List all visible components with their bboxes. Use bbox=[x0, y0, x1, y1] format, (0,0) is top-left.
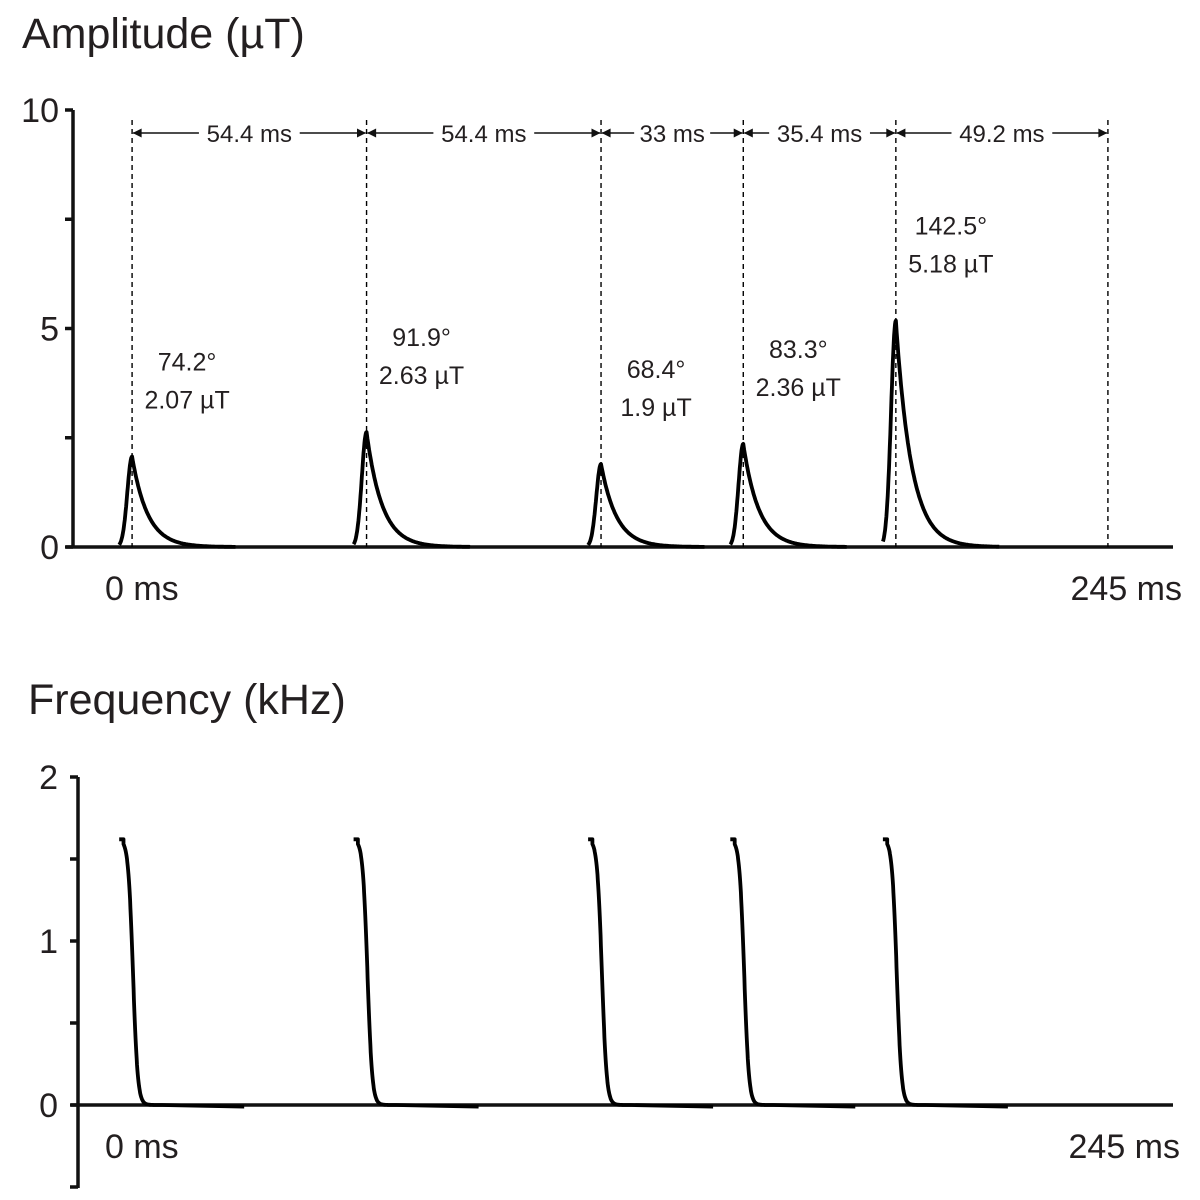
pulse-annotations: 74.2° 2.07 µT 91.9° 2.63 µT 68.4° 1.9 µT 83.3°… bbox=[144, 213, 993, 422]
amplitude-x-tick-labels: 0 ms 245 ms bbox=[105, 570, 1182, 608]
interval-3: 35.4 ms bbox=[743, 121, 896, 148]
pulse-annotation-2: 68.4° 1.9 µT bbox=[620, 356, 691, 422]
frequency-sweep-0 bbox=[119, 837, 245, 1109]
amplitude-label: 2.36 µT bbox=[756, 374, 841, 402]
frequency-panel: Frequency (kHz) 0 1 2 0 ms 245 ms bbox=[28, 676, 1180, 1189]
amplitude-label: 5.18 µT bbox=[908, 251, 993, 279]
frequency-sweep-3 bbox=[730, 837, 856, 1109]
amplitude-y-tick-label: 5 bbox=[40, 311, 59, 349]
frequency-sweep-2 bbox=[588, 837, 714, 1109]
amplitude-x-tick-label: 0 ms bbox=[105, 570, 179, 608]
flip-angle-label: 68.4° bbox=[627, 356, 686, 384]
amplitude-pulses bbox=[117, 318, 1001, 549]
amplitude-label: 2.63 µT bbox=[379, 362, 464, 390]
interval-label: 33 ms bbox=[639, 121, 704, 148]
frequency-x-tick-label: 245 ms bbox=[1069, 1128, 1181, 1166]
amplitude-pulse-0 bbox=[117, 454, 237, 549]
amplitude-label: 2.07 µT bbox=[144, 387, 229, 415]
interval-2: 33 ms bbox=[601, 121, 743, 148]
pulse-annotation-4: 142.5° 5.18 µT bbox=[908, 213, 993, 279]
frequency-y-ticks: 0 1 2 bbox=[39, 759, 78, 1189]
frequency-x-tick-labels: 0 ms 245 ms bbox=[105, 1128, 1180, 1166]
interval-0: 54.4 ms bbox=[132, 121, 367, 148]
amplitude-y-tick-label: 0 bbox=[40, 529, 59, 567]
interval-label: 54.4 ms bbox=[441, 121, 526, 148]
frequency-sweep-4 bbox=[882, 837, 1008, 1109]
amplitude-label: 1.9 µT bbox=[620, 394, 691, 422]
interval-4: 49.2 ms bbox=[896, 121, 1108, 148]
pulse-annotation-1: 91.9° 2.63 µT bbox=[379, 324, 464, 390]
frequency-sweep-1 bbox=[353, 837, 479, 1109]
frequency-y-tick-label: 1 bbox=[39, 923, 58, 961]
interval-annotations: 54.4 ms 54.4 ms 33 ms 35.4 ms 49.2 ms bbox=[132, 121, 1108, 148]
pulse-time-markers bbox=[131, 120, 1109, 547]
interval-label: 35.4 ms bbox=[777, 121, 862, 148]
pulse-annotation-3: 83.3° 2.36 µT bbox=[756, 336, 841, 402]
amplitude-pulse-2 bbox=[586, 462, 706, 549]
frequency-x-tick-label: 0 ms bbox=[105, 1128, 179, 1166]
flip-angle-label: 142.5° bbox=[915, 213, 988, 241]
amplitude-pulse-3 bbox=[728, 442, 848, 549]
flip-angle-label: 74.2° bbox=[158, 349, 217, 377]
interval-label: 54.4 ms bbox=[207, 121, 292, 148]
amplitude-y-tick-label: 10 bbox=[21, 92, 59, 130]
amplitude-pulse-4 bbox=[881, 318, 1001, 549]
interval-label: 49.2 ms bbox=[959, 121, 1044, 148]
frequency-y-tick-label: 0 bbox=[39, 1087, 58, 1125]
interval-1: 54.4 ms bbox=[367, 121, 601, 148]
frequency-sweeps bbox=[119, 837, 1008, 1109]
amplitude-x-tick-label: 245 ms bbox=[1071, 570, 1183, 608]
flip-angle-label: 91.9° bbox=[392, 324, 451, 352]
amplitude-y-ticks: 0 5 10 bbox=[21, 92, 73, 567]
amplitude-title: Amplitude (µT) bbox=[22, 10, 305, 58]
pulse-annotation-0: 74.2° 2.07 µT bbox=[144, 349, 229, 415]
frequency-y-tick-label: 2 bbox=[39, 759, 58, 797]
frequency-title: Frequency (kHz) bbox=[28, 676, 346, 724]
amplitude-pulse-1 bbox=[351, 430, 471, 549]
flip-angle-label: 83.3° bbox=[769, 336, 828, 364]
